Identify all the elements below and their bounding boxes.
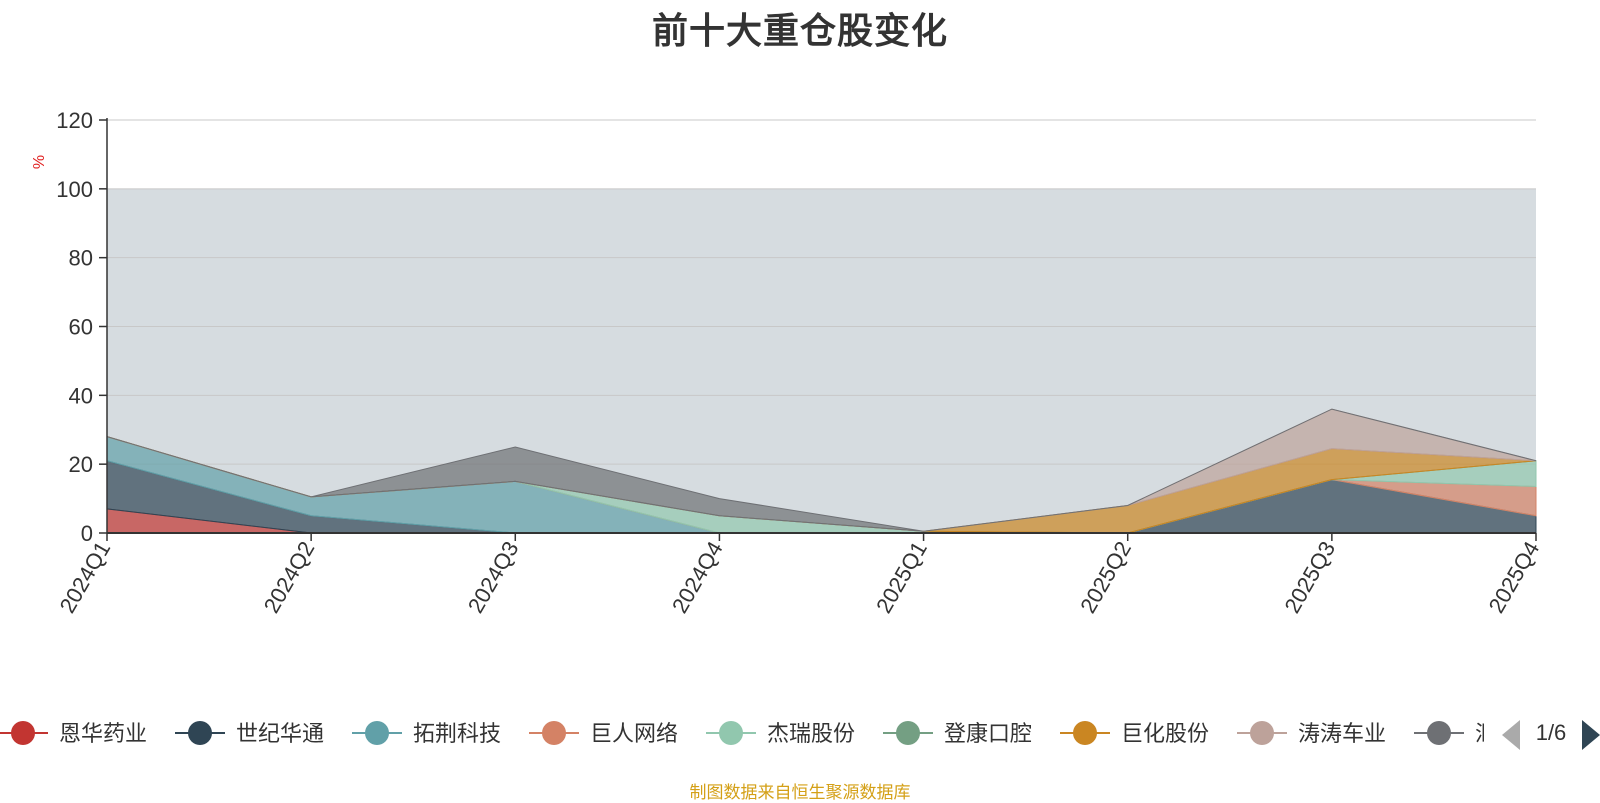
- legend-row: 恩华药业 世纪华通 拓荆科技 巨人网络 杰瑞股份 登康口腔 巨化股份 涛涛车业 汇川技术: [0, 721, 1563, 746]
- x-axis-ticks: 2024Q1 2024Q2 2024Q3 2024Q4 2025Q1 2025Q2 2025…: [55, 533, 1545, 617]
- legend-item[interactable]: 巨人网络: [529, 721, 678, 746]
- x-tick-label: 2025Q2: [1075, 537, 1136, 617]
- legend-item[interactable]: 恩华药业: [0, 721, 147, 746]
- legend-label: 巨化股份: [1121, 721, 1209, 746]
- legend-marker: [1073, 721, 1097, 745]
- y-tick-label: 20: [69, 452, 93, 477]
- legend-item[interactable]: 汇川技术: [1414, 721, 1563, 746]
- legend-pager: 1/6: [1502, 720, 1600, 750]
- legend-page-indicator: 1/6: [1536, 720, 1567, 745]
- legend-item[interactable]: 巨化股份: [1060, 721, 1209, 746]
- legend-label: 杰瑞股份: [767, 721, 855, 746]
- legend-marker: [896, 721, 920, 745]
- chart-title: 前十大重仓股变化: [651, 10, 948, 51]
- legend-item[interactable]: 拓荆科技: [352, 721, 501, 746]
- data-source-note: 制图数据来自恒生聚源数据库: [689, 783, 911, 802]
- y-axis-unit-label: %: [31, 155, 48, 169]
- legend: 恩华药业 世纪华通 拓荆科技 巨人网络 杰瑞股份 登康口腔 巨化股份 涛涛车业 汇川技术: [0, 721, 1563, 746]
- legend-label: 巨人网络: [590, 721, 678, 746]
- legend-label: 登康口腔: [944, 721, 1032, 746]
- x-tick-label: 2025Q3: [1279, 537, 1340, 617]
- legend-label: 拓荆科技: [413, 721, 501, 746]
- y-tick-label: 100: [56, 177, 93, 202]
- legend-item[interactable]: 涛涛车业: [1237, 721, 1386, 746]
- x-tick-label: 2024Q1: [55, 537, 116, 617]
- legend-label: 涛涛车业: [1298, 721, 1386, 746]
- y-tick-label: 60: [69, 315, 93, 340]
- legend-item[interactable]: 世纪华通: [175, 721, 324, 746]
- legend-marker: [719, 721, 743, 745]
- y-axis-ticks: 0 20 40 60 80 100 120: [56, 108, 107, 546]
- x-tick-label: 2025Q4: [1484, 537, 1545, 617]
- grid-lines: [107, 119, 1536, 465]
- x-tick-label: 2025Q1: [871, 537, 932, 617]
- legend-label: 汇川技术: [1475, 721, 1563, 746]
- legend-marker: [1250, 721, 1274, 745]
- x-tick-label: 2024Q4: [667, 537, 728, 617]
- x-tick-label: 2024Q2: [259, 537, 320, 617]
- legend-item[interactable]: 杰瑞股份: [706, 721, 855, 746]
- legend-item[interactable]: 登康口腔: [883, 721, 1032, 746]
- y-tick-label: 80: [69, 246, 93, 271]
- legend-marker: [1427, 721, 1451, 745]
- x-tick-label: 2024Q3: [463, 537, 524, 617]
- legend-marker: [542, 721, 566, 745]
- y-tick-label: 120: [56, 108, 93, 133]
- legend-marker: [365, 721, 389, 745]
- legend-marker: [188, 721, 212, 745]
- triangle-right-icon[interactable]: [1582, 720, 1600, 750]
- y-tick-label: 0: [81, 521, 93, 546]
- legend-label: 世纪华通: [236, 721, 324, 746]
- legend-label: 恩华药业: [59, 721, 147, 746]
- area-series-9: [106, 408, 1537, 532]
- triangle-left-icon[interactable]: [1502, 720, 1520, 750]
- legend-marker: [11, 721, 35, 745]
- y-tick-label: 40: [69, 383, 93, 408]
